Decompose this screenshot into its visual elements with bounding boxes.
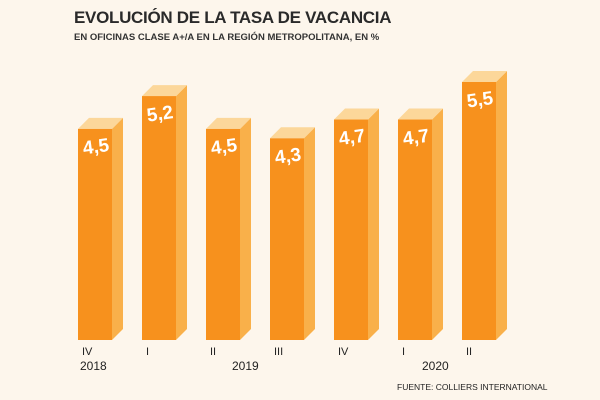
bar-value-label: 4,7	[338, 126, 367, 150]
bar-value-label: 5,5	[466, 88, 496, 113]
bar	[206, 128, 240, 340]
x-year-label: 2019	[232, 359, 259, 373]
bar	[398, 119, 432, 340]
bar-value-label: 4,5	[82, 135, 112, 160]
x-tick-label: IV	[338, 346, 349, 358]
bar-top	[334, 108, 379, 120]
bar-value-label: 4,3	[274, 144, 303, 168]
bar-side	[304, 127, 315, 340]
bar-top	[78, 117, 123, 129]
bar	[78, 128, 112, 340]
bar	[334, 119, 368, 340]
source-note: FUENTE: COLLIERS INTERNATIONAL	[397, 382, 548, 392]
bar	[142, 96, 176, 340]
bar	[270, 138, 304, 340]
x-tick-label: II	[466, 346, 472, 358]
bar-top	[142, 85, 187, 97]
x-tick-label: III	[274, 346, 283, 358]
x-year-label: 2020	[422, 359, 449, 373]
bar-top	[206, 117, 251, 129]
bar-top	[462, 71, 507, 82]
bar-value-label: 4,5	[210, 135, 240, 160]
bar	[462, 82, 496, 340]
x-tick-label: I	[146, 346, 149, 358]
bar-value-label: 4,7	[402, 126, 431, 150]
bar-side	[112, 117, 123, 340]
bar-side	[496, 71, 507, 340]
chart-subtitle: EN OFICINAS CLASE A+/A EN LA REGIÓN METR…	[74, 32, 380, 43]
bar-value-label: 5,2	[146, 102, 175, 126]
x-tick-label: II	[210, 346, 216, 358]
bar-top	[398, 108, 443, 120]
bar-side	[368, 108, 379, 340]
bar-side	[432, 108, 443, 340]
bar-side	[176, 85, 187, 341]
x-tick-label: IV	[82, 346, 93, 358]
chart-title: EVOLUCIÓN DE LA TASA DE VACANCIA	[74, 8, 392, 27]
bar-side	[240, 117, 251, 340]
x-year-label: 2018	[80, 359, 107, 373]
x-tick-label: I	[402, 346, 405, 358]
bar-top	[270, 127, 315, 139]
